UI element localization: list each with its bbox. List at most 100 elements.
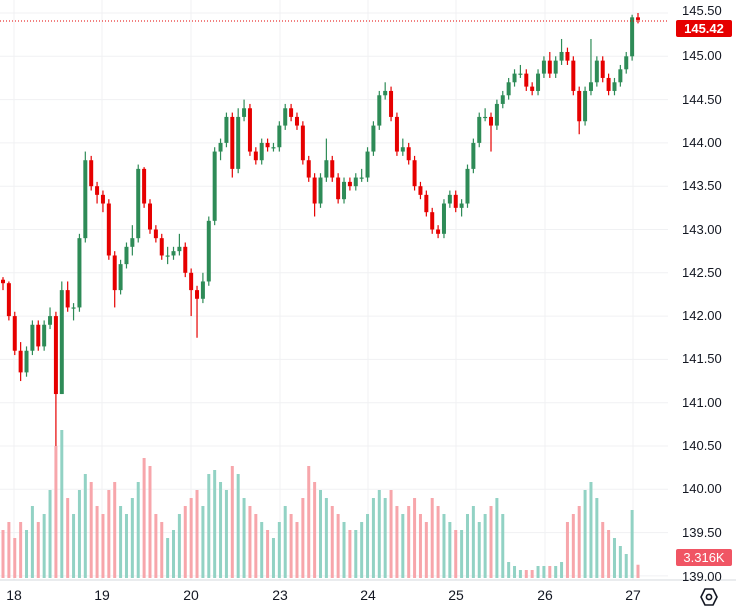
candle xyxy=(12,311,17,356)
candle-body xyxy=(306,160,311,178)
volume-bar xyxy=(554,566,558,578)
candle-body xyxy=(324,160,329,178)
candle xyxy=(112,251,117,308)
volume-bar xyxy=(460,530,464,578)
candle xyxy=(547,51,552,78)
candle xyxy=(412,155,417,191)
date-tick-label: 23 xyxy=(272,587,288,603)
candle xyxy=(18,342,23,382)
volume-bar xyxy=(219,482,223,578)
candle-body xyxy=(42,324,47,347)
candle xyxy=(253,147,258,165)
candle xyxy=(500,90,505,109)
volume-bar xyxy=(366,514,370,578)
volume-bar xyxy=(136,482,140,578)
volume-bar xyxy=(601,522,605,578)
price-tick-label: 140.50 xyxy=(682,438,722,453)
candle-body xyxy=(583,90,588,122)
candle-body xyxy=(253,151,258,161)
candle xyxy=(95,181,100,204)
candle-body xyxy=(77,238,82,308)
candle xyxy=(406,142,411,165)
volume-bar xyxy=(495,498,499,578)
candle xyxy=(577,86,582,135)
candle-body xyxy=(6,283,11,317)
candle xyxy=(588,38,593,96)
date-tick-label: 27 xyxy=(625,587,641,603)
price-tick-label: 144.50 xyxy=(682,91,722,107)
candle xyxy=(289,103,294,122)
candle xyxy=(265,138,270,152)
candle xyxy=(247,103,252,156)
candle xyxy=(206,216,211,286)
settings-gear-icon[interactable] xyxy=(698,586,720,608)
volume-bar xyxy=(548,566,552,578)
candle-body xyxy=(89,160,94,187)
volume-bar xyxy=(66,498,70,578)
candle-body xyxy=(277,125,282,148)
price-tick-label: 141.00 xyxy=(682,394,722,410)
candle-body xyxy=(500,95,505,104)
volume-bar xyxy=(154,514,158,578)
candle-body xyxy=(406,147,411,161)
volume-bar xyxy=(448,522,452,578)
candle xyxy=(512,69,517,87)
price-tick-label: 141.50 xyxy=(682,351,722,367)
candle-body xyxy=(18,350,23,373)
candle-body xyxy=(265,142,270,148)
volume-bar xyxy=(465,514,469,578)
volume-bar xyxy=(307,466,311,578)
candle xyxy=(53,311,58,446)
volume-bar xyxy=(313,482,317,578)
candle xyxy=(430,207,435,234)
volume-bar xyxy=(48,490,52,578)
candle xyxy=(236,108,241,174)
volume-bar xyxy=(483,514,487,578)
candle-body xyxy=(200,281,205,299)
date-tick-label: 19 xyxy=(94,587,110,603)
candle-body xyxy=(24,350,29,373)
candle xyxy=(465,164,470,208)
volume-bar xyxy=(477,522,481,578)
candle xyxy=(312,173,317,217)
volume-bar xyxy=(236,474,240,578)
candle-body xyxy=(336,177,341,200)
candle-body xyxy=(83,160,88,239)
price-tick-label: 145.00 xyxy=(682,48,722,64)
candle-body xyxy=(312,177,317,204)
volume-bar xyxy=(471,506,475,578)
candle xyxy=(436,225,441,239)
candle xyxy=(306,155,311,182)
candle-body xyxy=(189,272,194,291)
volume-bar xyxy=(242,498,246,578)
candle-body xyxy=(383,90,388,96)
date-tick-label: 20 xyxy=(183,587,199,603)
candle xyxy=(506,77,511,100)
candle xyxy=(571,56,576,96)
price-tick-label: 144.00 xyxy=(682,134,722,150)
candle-body xyxy=(224,116,229,143)
candle-body xyxy=(347,181,352,187)
candle xyxy=(300,121,305,165)
volume-bar xyxy=(454,530,458,578)
candle-body xyxy=(318,177,323,204)
candle xyxy=(606,73,611,96)
volume-bar xyxy=(19,522,23,578)
volume-bar xyxy=(630,510,634,578)
volume-bar xyxy=(25,530,29,578)
candle-body xyxy=(465,168,470,204)
candle-body xyxy=(71,307,76,309)
candle-body xyxy=(483,116,488,119)
volume-bar xyxy=(636,564,640,578)
candle xyxy=(624,51,629,74)
candle-body xyxy=(136,168,141,239)
volume-bar xyxy=(130,498,134,578)
volume-bar xyxy=(72,514,76,578)
candle xyxy=(118,259,123,295)
last-volume-badge: 3.316K xyxy=(676,549,732,566)
candle-body xyxy=(195,290,200,299)
candle-body xyxy=(530,86,535,91)
volume-bar xyxy=(583,490,587,578)
volume-bar xyxy=(54,446,58,578)
